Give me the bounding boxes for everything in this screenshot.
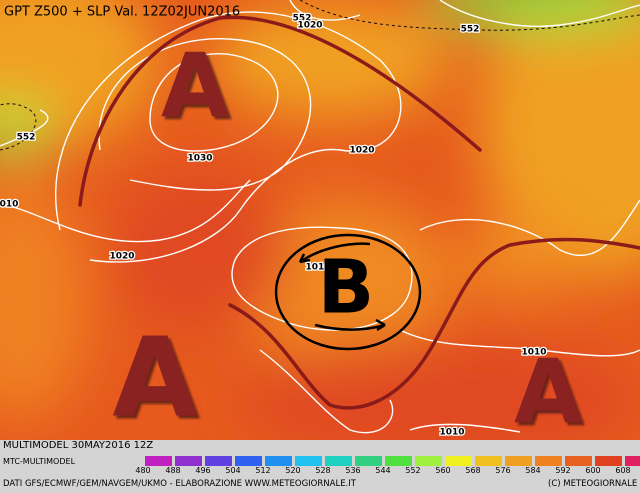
- contour-552: [0, 0, 640, 151]
- colorbar-swatch: [444, 456, 472, 466]
- colorbar-swatch: [474, 456, 502, 466]
- colorbar-swatch: [594, 456, 622, 466]
- pressure-label: 1010: [439, 428, 464, 438]
- colorbar-swatch: [294, 456, 322, 466]
- colorbar-label: 568: [465, 466, 481, 475]
- colorbar-label: 496: [195, 466, 211, 475]
- colorbar-swatch: [384, 456, 412, 466]
- colorbar-swatch: [504, 456, 532, 466]
- pressure-label: 552: [17, 133, 36, 143]
- colorbar-swatch: [534, 456, 562, 466]
- pressure-label: 552: [293, 14, 312, 24]
- pressure-label: 010: [0, 200, 18, 210]
- map: GPT Z500 + SLP Val. 12Z02JUN2016 5521020…: [0, 0, 640, 440]
- colorbar-label: 584: [525, 466, 541, 475]
- pressure-center: A: [514, 340, 582, 440]
- run-label: MULTIMODEL 30MAY2016 12Z: [3, 440, 154, 451]
- copyright: (C) METEOGIORNALE: [548, 479, 638, 489]
- low-symbol: [274, 233, 422, 351]
- colorbar-swatch: [174, 456, 202, 466]
- pressure-label: 552: [461, 25, 480, 35]
- colorbar-swatch: [264, 456, 292, 466]
- colorbar-swatch: [234, 456, 262, 466]
- pressure-center: A: [112, 313, 197, 440]
- credits: DATI GFS/ECMWF/GEM/NAVGEM/UKMO - ELABORA…: [3, 479, 356, 489]
- pressure-label: 1020: [349, 146, 374, 156]
- colorbar-label: 592: [555, 466, 571, 475]
- footer: MULTIMODEL 30MAY2016 12Z MTC-MULTIMODEL …: [0, 440, 640, 493]
- colorbar-swatch: [414, 456, 442, 466]
- pressure-center: A: [161, 34, 229, 137]
- colorbar-label: 544: [375, 466, 391, 475]
- colorbar-label: 552: [405, 466, 421, 475]
- isobars: [0, 0, 640, 434]
- troughs-ridges: [78, 15, 640, 410]
- pressure-label: 1020: [109, 252, 134, 262]
- colorbar-label: 600: [585, 466, 601, 475]
- model-label: MTC-MULTIMODEL: [3, 457, 76, 466]
- colorbar-swatch: [354, 456, 382, 466]
- colorbar-label: 536: [345, 466, 361, 475]
- colorbar-label: 576: [495, 466, 511, 475]
- pressure-label: 1010: [521, 348, 546, 358]
- colorbar-label: 608: [615, 466, 631, 475]
- colorbar-label: 488: [165, 466, 181, 475]
- colorbar-label: 480: [135, 466, 151, 475]
- colorbar-swatch: [204, 456, 232, 466]
- height-field: [0, 0, 640, 440]
- pressure-label: 1020: [297, 21, 322, 31]
- colorbar-label: 560: [435, 466, 451, 475]
- colorbar-label: 512: [255, 466, 271, 475]
- colorbar-swatch: [144, 456, 172, 466]
- pressure-label: 1030: [187, 154, 212, 164]
- colorbar-label: 528: [315, 466, 331, 475]
- colorbar: 480 488 496 504 512 520 528 536 544 552 560 568 576 5…: [128, 456, 640, 478]
- pressure-label: 1010: [305, 263, 330, 273]
- map-title: GPT Z500 + SLP Val. 12Z02JUN2016: [4, 5, 240, 20]
- colorbar-swatch: [564, 456, 592, 466]
- colorbar-swatch: [624, 456, 640, 466]
- pressure-center: B: [318, 245, 374, 331]
- colorbar-swatch: [324, 456, 352, 466]
- colorbar-label: 504: [225, 466, 241, 475]
- colorbar-label: 520: [285, 466, 301, 475]
